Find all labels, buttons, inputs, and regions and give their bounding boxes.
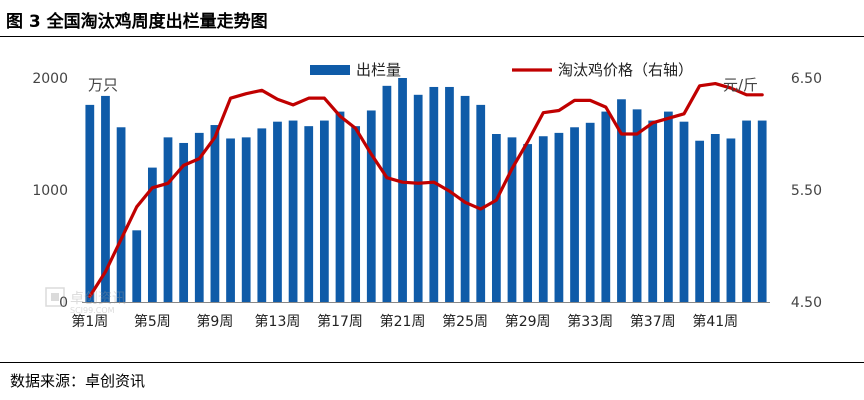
bar xyxy=(648,121,657,302)
bar xyxy=(523,144,532,302)
bar xyxy=(758,121,767,302)
bar xyxy=(226,138,235,302)
bar xyxy=(695,141,704,302)
watermark-logo: 卓创资讯 SCI99.COM xyxy=(44,284,214,314)
x-tick-label: 第1周 xyxy=(71,313,108,330)
x-tick-label: 第33周 xyxy=(567,313,613,330)
bar xyxy=(336,112,345,302)
legend-bar-label: 出栏量 xyxy=(356,61,401,79)
bar xyxy=(727,138,736,302)
right-axis-unit: 元/斤 xyxy=(723,76,758,94)
x-tick-label: 第41周 xyxy=(692,313,738,330)
x-tick-label: 第21周 xyxy=(380,313,426,330)
bar xyxy=(304,126,313,302)
legend-bar-swatch xyxy=(310,65,350,75)
x-tick-label: 第29周 xyxy=(505,313,551,330)
bar xyxy=(398,78,407,302)
svg-text:SCI99.COM: SCI99.COM xyxy=(70,306,115,314)
bar xyxy=(117,127,126,302)
bar xyxy=(257,128,266,302)
bar xyxy=(414,95,423,302)
price-line xyxy=(90,84,762,297)
source-rule xyxy=(0,362,864,363)
bar xyxy=(555,133,564,302)
bar xyxy=(211,125,220,302)
left-tick-label: 1000 xyxy=(32,183,68,199)
left-axis-unit: 万只 xyxy=(88,76,118,94)
bar xyxy=(476,105,485,302)
bar xyxy=(711,134,720,302)
bar xyxy=(586,123,595,302)
bar xyxy=(742,121,751,302)
title-rule xyxy=(0,36,864,37)
right-tick-label: 5.50 xyxy=(791,183,822,199)
x-tick-label: 第13周 xyxy=(255,313,301,330)
legend-line-label: 淘汰鸡价格（右轴） xyxy=(558,61,693,79)
bar xyxy=(429,87,438,302)
left-tick-label: 2000 xyxy=(32,71,68,87)
bar xyxy=(601,112,610,302)
bar xyxy=(367,110,376,302)
bar xyxy=(664,112,673,302)
bar xyxy=(492,134,501,302)
figure-title: 图 3 全国淘汰鸡周度出栏量走势图 xyxy=(6,7,268,32)
bar xyxy=(570,127,579,302)
x-tick-label: 第9周 xyxy=(196,313,233,330)
bar xyxy=(383,86,392,302)
svg-text:卓创资讯: 卓创资讯 xyxy=(70,291,126,307)
right-tick-label: 6.50 xyxy=(791,71,822,87)
bar xyxy=(242,137,251,302)
x-tick-label: 第25周 xyxy=(442,313,488,330)
bar xyxy=(320,121,329,302)
bar xyxy=(680,122,689,302)
figure-title-bar: 图 3 全国淘汰鸡周度出栏量走势图 xyxy=(0,0,864,36)
bar xyxy=(289,121,298,302)
right-tick-label: 4.50 xyxy=(791,295,822,311)
bar xyxy=(351,126,360,302)
x-tick-label: 第37周 xyxy=(630,313,676,330)
bar xyxy=(273,122,282,302)
data-source: 数据来源：卓创资讯 xyxy=(10,370,145,391)
bar xyxy=(633,109,642,302)
bar xyxy=(539,136,548,302)
bar xyxy=(164,137,173,302)
x-tick-label: 第17周 xyxy=(317,313,363,330)
x-tick-label: 第5周 xyxy=(134,313,171,330)
bar xyxy=(85,105,94,302)
